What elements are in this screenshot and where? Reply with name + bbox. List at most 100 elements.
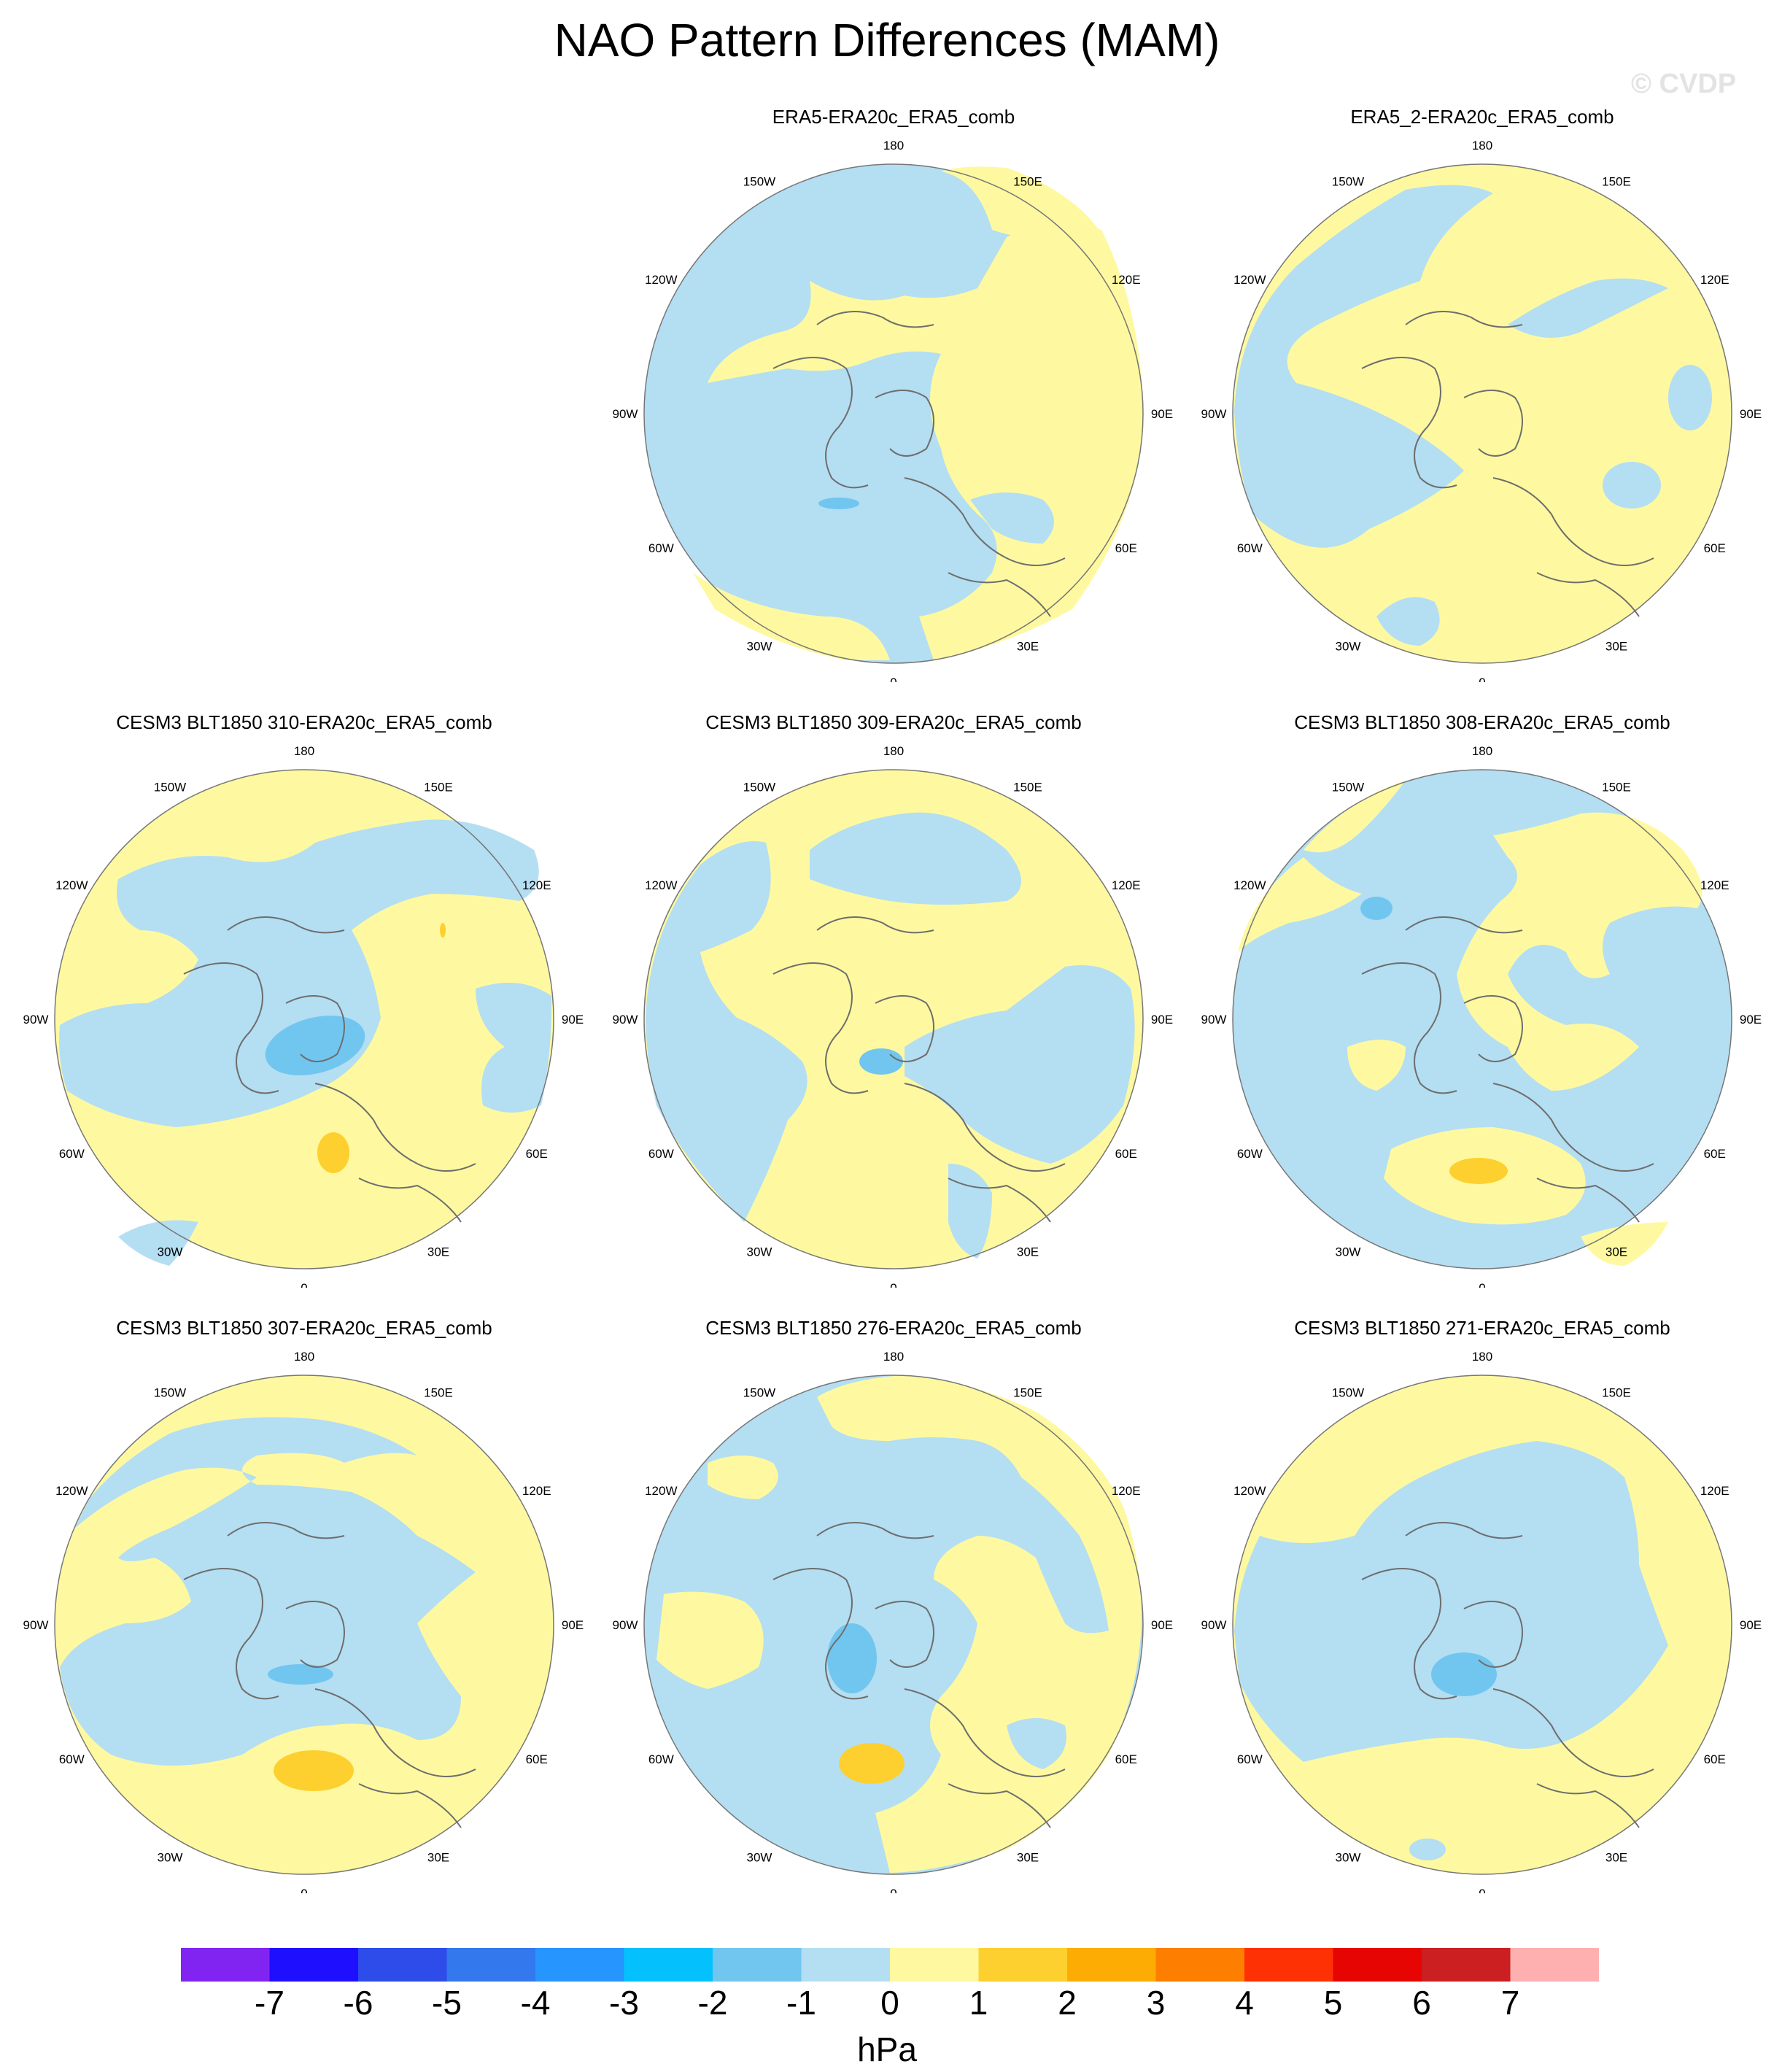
longitude-label: 120E bbox=[1112, 1484, 1141, 1498]
longitude-label: 180 bbox=[883, 139, 904, 152]
longitude-label: 150W bbox=[1332, 780, 1364, 794]
polar-map: 180 150E 120E 90E 60E 30E 0 30W 60W 90W 120W 150W bbox=[613, 1350, 1174, 1893]
longitude-label: 180 bbox=[1472, 744, 1492, 758]
longitude-labels: 180 150E 120E 90E 60E 30E 0 30W 60W 90W 120W 150W bbox=[1201, 1350, 1762, 1893]
colorbar-tick-label: -2 bbox=[697, 1984, 728, 2022]
longitude-label: 120E bbox=[522, 878, 551, 892]
panel-title: CESM3 BLT1850 271-ERA20c_ERA5_comb bbox=[1294, 1317, 1670, 1339]
longitude-label: 30W bbox=[747, 640, 772, 654]
polar-map: 180 150E 120E 90E 60E 30E 0 30W 60W 90W 120W 150W bbox=[613, 744, 1174, 1288]
longitude-label: 120W bbox=[645, 273, 677, 287]
map-fill bbox=[1233, 164, 1732, 663]
map-fill bbox=[644, 164, 1143, 663]
longitude-label: 30E bbox=[1605, 1245, 1627, 1259]
longitude-label: 150W bbox=[1332, 1385, 1364, 1399]
panel-title: CESM3 BLT1850 310-ERA20c_ERA5_comb bbox=[116, 711, 492, 733]
map-fill bbox=[644, 1375, 1143, 1874]
colorbar-tick-label: -4 bbox=[520, 1984, 551, 2022]
longitude-label: 90E bbox=[562, 1618, 584, 1632]
longitude-label: 150W bbox=[743, 780, 775, 794]
longitude-label: 30W bbox=[1336, 640, 1361, 654]
longitude-label: 150E bbox=[424, 1385, 453, 1399]
longitude-label: 120W bbox=[645, 878, 677, 892]
longitude-label: 30E bbox=[1605, 640, 1627, 654]
polar-map: 180 150E 120E 90E 60E 30E 0 30W 60W 90W 120W 150W bbox=[613, 139, 1174, 682]
colorbar bbox=[181, 1948, 1599, 1982]
longitude-label: 150E bbox=[1602, 1385, 1631, 1399]
colorbar-tick-label: 6 bbox=[1412, 1984, 1431, 2022]
colorbar-tick-label: -7 bbox=[255, 1984, 284, 2022]
longitude-label: 150W bbox=[743, 1385, 775, 1399]
longitude-label: 120E bbox=[1112, 878, 1141, 892]
coastlines bbox=[772, 916, 1066, 1223]
colorbar-swatch bbox=[269, 1948, 359, 1982]
map-fill bbox=[644, 770, 1143, 1269]
colorbar-swatch bbox=[446, 1948, 536, 1982]
colorbar-tick-label: 7 bbox=[1500, 1984, 1520, 2022]
longitude-label: 60E bbox=[1704, 1752, 1726, 1766]
longitude-label: 0 bbox=[890, 1887, 896, 1893]
colorbar-swatch bbox=[1244, 1948, 1333, 1982]
longitude-label: 60W bbox=[1237, 1752, 1263, 1766]
longitude-label: 90E bbox=[1740, 407, 1762, 421]
longitude-label: 30W bbox=[158, 1245, 183, 1259]
longitude-label: 90W bbox=[1201, 407, 1227, 421]
longitude-label: 30E bbox=[427, 1851, 449, 1865]
longitude-label: 60W bbox=[648, 1147, 674, 1161]
colorbar-swatch bbox=[1067, 1948, 1156, 1982]
map-panel-era5: ERA5-ERA20c_ERA5_comb 180 150E 120E 90E 60E 3… bbox=[598, 106, 1189, 697]
longitude-label: 30E bbox=[1017, 1245, 1039, 1259]
panel-title: CESM3 BLT1850 307-ERA20c_ERA5_comb bbox=[116, 1317, 492, 1339]
map-panel-309: CESM3 BLT1850 309-ERA20c_ERA5_comb 180 15… bbox=[598, 711, 1189, 1302]
coastlines bbox=[772, 311, 1066, 617]
colorbar-swatch bbox=[801, 1948, 891, 1982]
longitude-labels: 180 150E 120E 90E 60E 30E 0 30W 60W 90W 120W 150W bbox=[613, 139, 1174, 682]
colorbar-swatch bbox=[181, 1948, 270, 1982]
longitude-label: 90W bbox=[613, 1618, 638, 1632]
longitude-label: 120E bbox=[522, 1484, 551, 1498]
longitude-label: 60E bbox=[1704, 1147, 1726, 1161]
longitude-label: 180 bbox=[1472, 139, 1492, 152]
longitude-label: 90W bbox=[23, 1013, 49, 1027]
longitude-label: 60E bbox=[1115, 1147, 1137, 1161]
longitude-labels: 180 150E 120E 90E 60E 30E 0 30W 60W 90W 120W 150W bbox=[23, 1350, 584, 1893]
colorbar-swatch bbox=[978, 1948, 1068, 1982]
coastlines bbox=[183, 1522, 476, 1828]
longitude-label: 90E bbox=[1740, 1618, 1762, 1632]
coastlines bbox=[183, 916, 476, 1223]
longitude-label: 90W bbox=[1201, 1013, 1227, 1027]
longitude-label: 0 bbox=[301, 1281, 307, 1288]
colorbar-tick-label: -5 bbox=[432, 1984, 462, 2022]
polar-map: 180 150E 120E 90E 60E 30E 0 30W 60W 90W 120W 150W bbox=[23, 744, 584, 1288]
longitude-label: 0 bbox=[1479, 676, 1485, 682]
longitude-label: 90W bbox=[23, 1618, 49, 1632]
longitude-label: 150E bbox=[1013, 174, 1042, 188]
longitude-label: 120E bbox=[1700, 273, 1730, 287]
longitude-label: 150E bbox=[1013, 1385, 1042, 1399]
longitude-label: 150E bbox=[1602, 174, 1631, 188]
longitude-label: 150W bbox=[1332, 174, 1364, 188]
longitude-label: 90W bbox=[613, 1013, 638, 1027]
colorbar-swatch bbox=[1155, 1948, 1245, 1982]
panel-title: CESM3 BLT1850 309-ERA20c_ERA5_comb bbox=[705, 711, 1082, 733]
longitude-label: 60W bbox=[1237, 1147, 1263, 1161]
map-panel-310: CESM3 BLT1850 310-ERA20c_ERA5_comb 180 15… bbox=[9, 711, 600, 1302]
longitude-label: 120E bbox=[1112, 273, 1141, 287]
longitude-label: 120W bbox=[55, 878, 88, 892]
cvdp-watermark: © CVDP bbox=[1631, 69, 1737, 99]
longitude-label: 180 bbox=[883, 1350, 904, 1364]
colorbar-units: hPa bbox=[857, 2030, 917, 2068]
longitude-label: 90E bbox=[1740, 1013, 1762, 1027]
panel-title: CESM3 BLT1850 308-ERA20c_ERA5_comb bbox=[1294, 711, 1670, 733]
colorbar-swatch bbox=[535, 1948, 624, 1982]
longitude-label: 150E bbox=[1013, 780, 1042, 794]
map-panel-276: CESM3 BLT1850 276-ERA20c_ERA5_comb 180 15… bbox=[598, 1317, 1189, 1908]
longitude-label: 30W bbox=[1336, 1245, 1361, 1259]
coastlines bbox=[1361, 916, 1654, 1223]
longitude-label: 150W bbox=[154, 780, 186, 794]
colorbar-swatch bbox=[624, 1948, 713, 1982]
longitude-label: 0 bbox=[890, 1281, 896, 1288]
longitude-label: 60E bbox=[1704, 541, 1726, 555]
polar-map: 180 150E 120E 90E 60E 30E 0 30W 60W 90W 120W 150W bbox=[1201, 139, 1762, 682]
map-fill bbox=[1233, 770, 1732, 1269]
